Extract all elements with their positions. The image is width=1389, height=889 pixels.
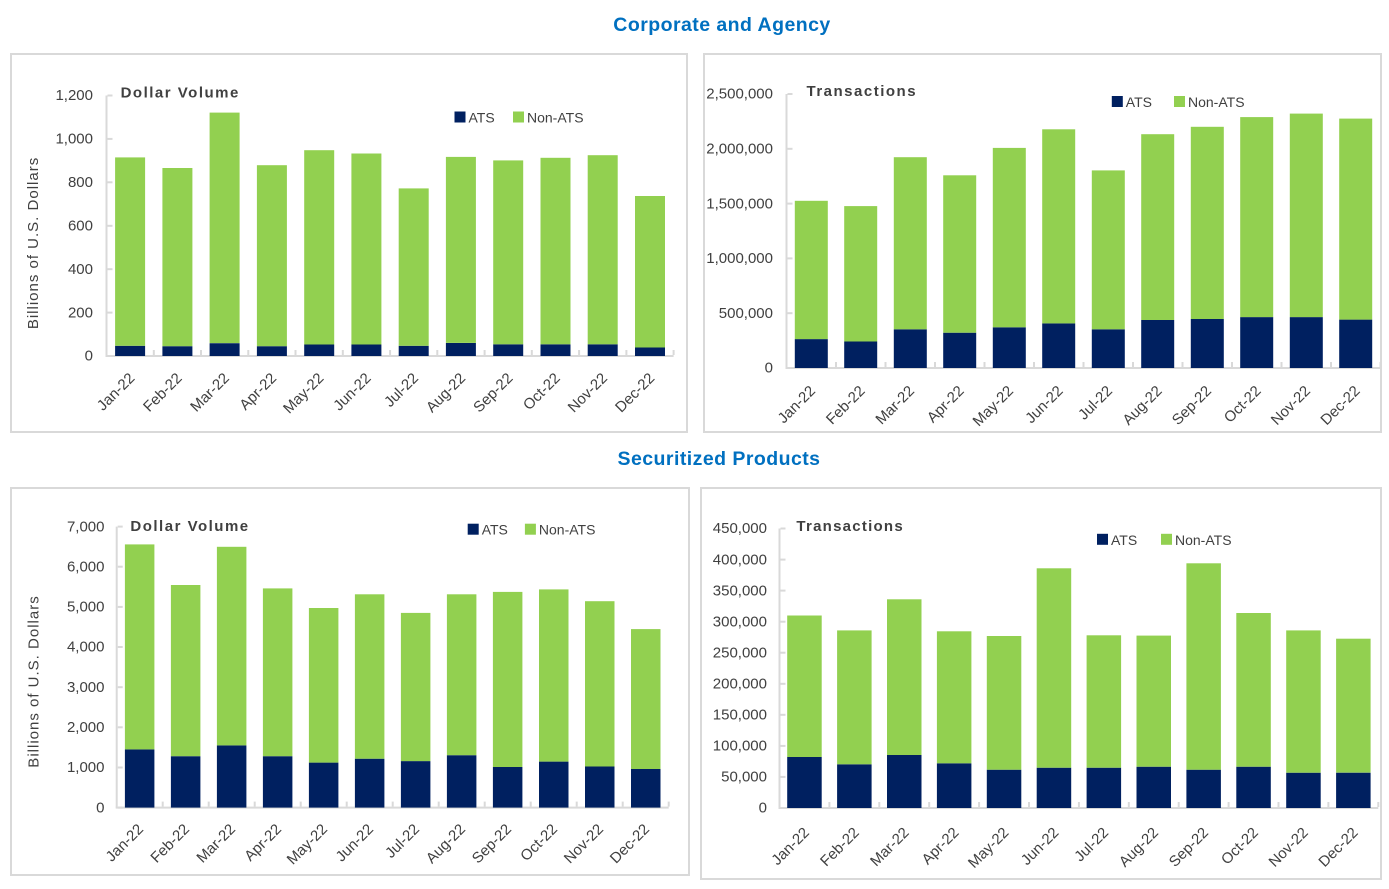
svg-text:0: 0 — [85, 348, 93, 365]
svg-text:1,000,000: 1,000,000 — [706, 250, 773, 267]
svg-text:Non-ATS: Non-ATS — [527, 110, 584, 126]
svg-text:500,000: 500,000 — [719, 305, 773, 322]
svg-text:450,000: 450,000 — [713, 520, 767, 537]
svg-text:ATS: ATS — [1111, 532, 1137, 548]
svg-text:4,000: 4,000 — [67, 639, 105, 656]
svg-text:600: 600 — [68, 217, 93, 234]
svg-text:150,000: 150,000 — [713, 707, 767, 724]
svg-text:800: 800 — [68, 174, 93, 191]
svg-text:Non-ATS: Non-ATS — [539, 522, 596, 538]
svg-text:1,200: 1,200 — [55, 87, 93, 104]
svg-text:Securitized Products: Securitized Products — [618, 448, 821, 470]
svg-text:200: 200 — [68, 304, 93, 321]
svg-text:Non-ATS: Non-ATS — [1188, 94, 1245, 110]
svg-text:Billions of U.S. Dollars: Billions of U.S. Dollars — [26, 595, 43, 767]
svg-text:ATS: ATS — [1126, 94, 1152, 110]
svg-text:2,000,000: 2,000,000 — [706, 141, 773, 158]
svg-text:1,000: 1,000 — [55, 131, 93, 148]
svg-text:Transactions: Transactions — [807, 83, 918, 100]
svg-text:2,000: 2,000 — [67, 719, 105, 736]
svg-text:300,000: 300,000 — [713, 613, 767, 630]
svg-text:1,000: 1,000 — [67, 759, 105, 776]
svg-text:0: 0 — [765, 360, 773, 377]
svg-text:2,500,000: 2,500,000 — [706, 86, 773, 103]
svg-text:100,000: 100,000 — [713, 738, 767, 755]
svg-text:Non-ATS: Non-ATS — [1175, 532, 1232, 548]
svg-text:6,000: 6,000 — [67, 558, 105, 575]
svg-text:Transactions: Transactions — [796, 518, 904, 535]
svg-text:350,000: 350,000 — [713, 582, 767, 599]
svg-text:Dollar Volume: Dollar Volume — [121, 85, 240, 102]
svg-text:Dollar Volume: Dollar Volume — [130, 518, 249, 535]
svg-text:5,000: 5,000 — [67, 599, 105, 616]
svg-text:250,000: 250,000 — [713, 644, 767, 661]
svg-text:Corporate and Agency: Corporate and Agency — [613, 14, 830, 36]
svg-text:400: 400 — [68, 261, 93, 278]
svg-text:0: 0 — [759, 800, 767, 817]
svg-text:ATS: ATS — [482, 522, 508, 538]
svg-text:1,500,000: 1,500,000 — [706, 195, 773, 212]
svg-text:Billions of U.S. Dollars: Billions of U.S. Dollars — [25, 157, 42, 329]
svg-text:3,000: 3,000 — [67, 679, 105, 696]
svg-text:50,000: 50,000 — [721, 769, 767, 786]
svg-text:7,000: 7,000 — [67, 518, 105, 535]
svg-text:200,000: 200,000 — [713, 676, 767, 693]
svg-text:0: 0 — [96, 799, 104, 816]
svg-text:400,000: 400,000 — [713, 551, 767, 568]
svg-text:ATS: ATS — [469, 110, 495, 126]
